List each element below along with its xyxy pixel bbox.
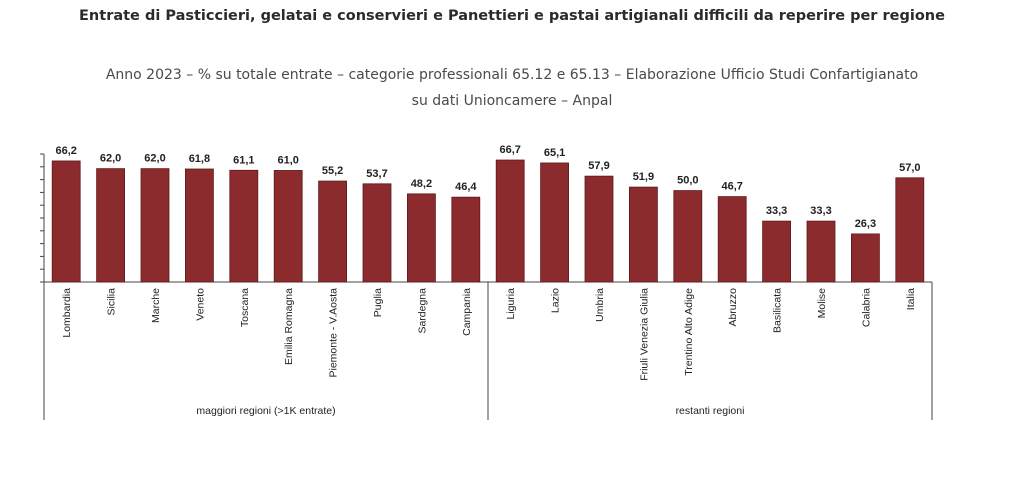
bar-value-label: 55,2: [322, 165, 343, 177]
category-label: Sardegna: [416, 288, 428, 334]
bar: [673, 190, 703, 283]
bar-value-label: 33,3: [810, 205, 831, 217]
bar-value-label: 66,7: [499, 144, 520, 156]
bar-value-label: 53,7: [366, 168, 387, 180]
bar: [806, 220, 836, 283]
bar: [451, 196, 481, 283]
bar: [895, 177, 925, 283]
bar-value-label: 61,0: [277, 154, 298, 166]
subtitle-line-2: su dati Unioncamere – Anpal: [411, 93, 613, 109]
category-label: Trentino Alto Adige: [683, 288, 695, 376]
category-label: Molise: [816, 288, 828, 319]
category-label: Emilia Romagna: [283, 288, 295, 365]
bar-value-label: 57,9: [588, 160, 609, 172]
group-label: maggiori regioni (>1K entrate): [196, 405, 335, 417]
bar: [96, 168, 125, 283]
category-label: Veneto: [194, 288, 206, 321]
bar-value-label: 48,2: [411, 178, 432, 190]
bar: [762, 220, 791, 283]
bar-value-label: 46,4: [455, 181, 477, 193]
bar-value-label: 57,0: [899, 162, 920, 174]
category-label: Basilicata: [772, 288, 784, 333]
category-label: Calabria: [860, 288, 872, 327]
bar: [184, 168, 214, 283]
bar-value-label: 61,8: [189, 153, 210, 165]
category-label: Toscana: [239, 288, 251, 327]
bar: [51, 160, 81, 283]
bar: [273, 170, 303, 283]
group-label: restanti regioni: [676, 405, 745, 417]
bar: [540, 162, 569, 283]
category-label: Campania: [461, 288, 473, 336]
chart-title: Entrate di Pasticcieri, gelatai e conser…: [79, 8, 945, 24]
bar: [584, 175, 614, 283]
bar-value-label: 61,1: [233, 154, 254, 166]
bar: [851, 233, 880, 283]
category-label: Piemonte - V.Aosta: [328, 288, 340, 378]
category-label: Umbria: [594, 288, 606, 322]
subtitle-line-1: Anno 2023 – % su totale entrate – catego…: [105, 67, 919, 83]
category-label: Friuli Venezia Giulia: [638, 288, 650, 381]
bar: [362, 183, 392, 283]
category-label: Lazio: [550, 288, 562, 313]
category-label: Puglia: [372, 288, 384, 317]
bar: [229, 169, 259, 283]
bar: [717, 196, 747, 283]
bar-value-label: 66,2: [55, 145, 76, 157]
category-label: Italia: [905, 288, 917, 310]
bar: [629, 186, 658, 283]
category-label: Lombardia: [61, 288, 73, 338]
category-label: Marche: [150, 288, 162, 323]
bar-value-label: 33,3: [766, 205, 787, 217]
category-label: Abruzzo: [727, 288, 739, 327]
bar: [406, 193, 436, 283]
chart-subtitle: Anno 2023 – % su totale entrate – catego…: [0, 62, 1024, 114]
bar-value-label: 51,9: [633, 171, 654, 183]
bar-value-label: 26,3: [855, 218, 876, 230]
category-label: Sicilia: [106, 288, 118, 316]
bar: [495, 159, 525, 283]
category-label: Liguria: [505, 288, 517, 320]
bar-value-label: 62,0: [100, 153, 121, 165]
bar-value-label: 46,7: [721, 181, 742, 193]
bar: [140, 168, 170, 283]
bar-value-label: 65,1: [544, 147, 565, 159]
bar: [318, 180, 348, 283]
bar-value-label: 62,0: [144, 153, 165, 165]
bar-value-label: 50,0: [677, 175, 698, 187]
